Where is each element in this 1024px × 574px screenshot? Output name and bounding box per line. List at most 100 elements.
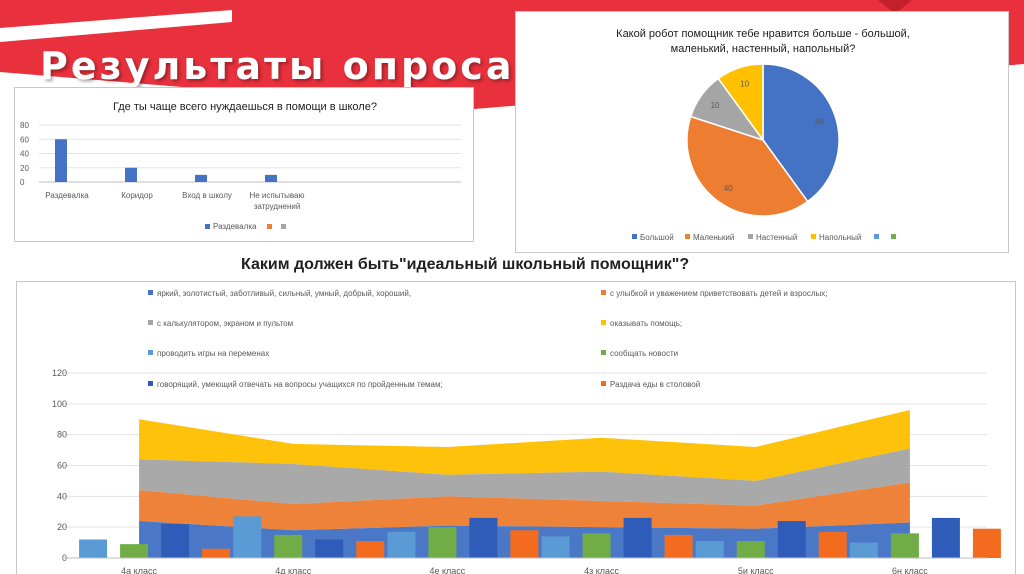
pie-chart-title: Какой робот помощник тебе нравится больш… xyxy=(616,28,910,40)
pie-chart-robot-size: Какой робот помощник тебе нравится больш… xyxy=(616,28,910,242)
bar xyxy=(818,531,847,558)
bar xyxy=(469,517,498,558)
x-tick-label: 5и класс xyxy=(738,566,774,574)
legend-label: яркий, золотистый, заботливый, сильный, … xyxy=(157,289,411,298)
legend-label: с калькулятором, экраном и пультом xyxy=(157,319,293,328)
bar xyxy=(890,533,919,558)
legend-swatch xyxy=(148,290,153,295)
x-tick-label: Раздевалка xyxy=(45,191,89,200)
bar xyxy=(623,517,652,558)
legend-label: говорящий, умеющий отвечать на вопросы у… xyxy=(157,380,443,389)
bar xyxy=(387,531,416,558)
y-tick-label: 80 xyxy=(57,430,67,440)
bar xyxy=(664,534,693,558)
x-tick-label: 4д класс xyxy=(275,566,312,574)
area-series xyxy=(139,482,910,531)
legend-swatch xyxy=(632,234,637,239)
x-tick-label: Вход в школу xyxy=(182,191,232,200)
pie-slice xyxy=(717,63,764,143)
pie-data-label: 40 xyxy=(815,118,824,127)
y-tick-label: 60 xyxy=(20,135,29,144)
legend-label: проводить игры на переменах xyxy=(157,349,269,358)
bar xyxy=(202,548,231,558)
bar xyxy=(161,524,190,558)
legend-label: сообщать новости xyxy=(610,349,678,358)
y-tick-label: 40 xyxy=(20,150,29,159)
legend-swatch xyxy=(148,350,153,355)
bar xyxy=(233,516,262,558)
pie-data-label: 10 xyxy=(740,80,749,89)
bar-chart-title: Где ты чаще всего нуждаешься в помощи в … xyxy=(113,101,377,113)
bar xyxy=(265,174,277,182)
legend-swatch xyxy=(205,224,210,229)
legend-swatch xyxy=(748,234,753,239)
legend-swatch xyxy=(601,350,606,355)
legend-swatch xyxy=(874,234,879,239)
bar xyxy=(541,536,570,558)
y-tick-label: 80 xyxy=(20,121,29,130)
bar xyxy=(315,539,344,558)
y-tick-label: 60 xyxy=(57,461,67,471)
y-tick-label: 120 xyxy=(52,368,67,378)
x-tick-label: затруднений xyxy=(254,202,301,211)
x-tick-label: Коридор xyxy=(121,191,153,200)
pie-data-label: 10 xyxy=(711,101,720,110)
pie-slice xyxy=(762,63,840,203)
legend-swatch xyxy=(148,381,153,386)
bar xyxy=(695,541,724,558)
white-diagonal-stripe xyxy=(0,10,232,42)
page-title: Результаты опроса: xyxy=(40,44,533,88)
legend-label: Раздевалка xyxy=(213,222,257,231)
bar xyxy=(79,539,108,558)
x-tick-label: 4а класс xyxy=(121,566,157,574)
legend-swatch xyxy=(601,320,606,325)
pie-slice xyxy=(686,115,809,217)
bar xyxy=(849,542,878,558)
bar xyxy=(972,528,1001,558)
legend-label: с улыбкой и уважением приветствовать дет… xyxy=(610,289,828,298)
y-tick-label: 100 xyxy=(52,399,67,409)
bar xyxy=(428,527,457,558)
bar xyxy=(736,541,765,558)
bar xyxy=(55,139,67,182)
pie-data-label: 40 xyxy=(724,184,733,193)
bar xyxy=(195,174,207,182)
bar xyxy=(120,544,149,558)
bar xyxy=(510,530,539,558)
pie-chart-title: маленький, настенный, напольный? xyxy=(671,43,856,55)
y-tick-label: 40 xyxy=(57,491,67,501)
bar xyxy=(777,521,806,558)
y-tick-label: 0 xyxy=(20,178,25,187)
chart-panel-ideal-helper: 0 20 40 60 80 100 120 4а класс 4д класс 4е класс 4… xyxy=(16,281,1016,574)
legend-swatch xyxy=(601,290,606,295)
legend-label: Напольный xyxy=(819,233,861,242)
red-corner-accent xyxy=(878,0,912,14)
x-tick-label: 6н класс xyxy=(892,566,928,574)
x-tick-label: 4е класс xyxy=(430,566,466,574)
bar xyxy=(125,167,137,182)
legend-label: Настенный xyxy=(756,233,797,242)
legend-swatch xyxy=(685,234,690,239)
area-series xyxy=(139,448,910,506)
legend-swatch xyxy=(148,320,153,325)
bar xyxy=(356,541,385,558)
legend-label: Большой xyxy=(640,233,674,242)
chart-panel-help-location: Где ты чаще всего нуждаешься в помощи в … xyxy=(14,87,474,242)
bar-chart-help-location: Где ты чаще всего нуждаешься в помощи в … xyxy=(20,101,461,231)
legend-label: оказывать помощь; xyxy=(610,319,682,328)
legend-swatch xyxy=(891,234,896,239)
x-tick-label: Не испытываю xyxy=(249,191,304,200)
legend-label: Маленький xyxy=(693,233,734,242)
legend-swatch xyxy=(267,224,272,229)
chart-panel-robot-size: Какой робот помощник тебе нравится больш… xyxy=(515,11,1009,253)
legend-label: Раздача еды в столовой xyxy=(610,380,700,389)
bar xyxy=(274,534,303,558)
legend-swatch xyxy=(281,224,286,229)
ideal-helper-chart-title: Каким должен быть"идеальный школьный пом… xyxy=(241,256,690,273)
y-tick-label: 20 xyxy=(57,522,67,532)
y-tick-label: 20 xyxy=(20,164,29,173)
area-series xyxy=(139,410,910,481)
x-tick-label: 4з класс xyxy=(584,566,619,574)
legend-swatch xyxy=(601,381,606,386)
